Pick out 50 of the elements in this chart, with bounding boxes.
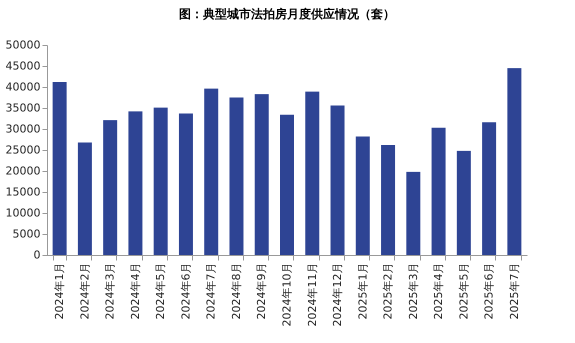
x-tick-label: 2024年4月 (128, 262, 142, 320)
y-tick-label: 35000 (6, 102, 40, 114)
chart-title: 图：典型城市法拍房月度供应情况（套） (179, 7, 395, 21)
x-tick-label: 2024年9月 (255, 262, 268, 320)
bar (178, 113, 193, 255)
x-tick-label: 2024年7月 (204, 262, 218, 320)
bar (204, 88, 218, 255)
x-tick-label: 2025年3月 (406, 262, 420, 320)
bar (305, 92, 320, 255)
x-tick-label: 2024年3月 (104, 262, 117, 320)
y-tick-label: 40000 (6, 80, 40, 94)
y-tick-label: 5000 (12, 228, 40, 240)
bar (128, 111, 142, 255)
x-tick-label: 2025年1月 (356, 262, 370, 320)
x-tick-label: 2025年7月 (508, 262, 521, 320)
y-tick-label: 50000 (6, 38, 40, 52)
y-tick-label: 45000 (6, 60, 40, 72)
x-tick-label: 2024年12月 (331, 262, 344, 326)
x-tick-label: 2024年1月 (53, 262, 66, 320)
y-tick-label: 30000 (6, 122, 40, 136)
bar (103, 120, 118, 255)
bar (154, 108, 168, 255)
y-tick-label: 25000 (6, 144, 40, 156)
y-tick-label: 15000 (6, 186, 40, 198)
x-tick-label: 2024年8月 (230, 262, 243, 320)
x-tick-label: 2024年2月 (78, 262, 92, 320)
bar (456, 150, 471, 255)
x-tick-label: 2024年11月 (306, 262, 319, 326)
bar (507, 68, 522, 255)
bar (229, 98, 244, 255)
y-tick-label: 0 (34, 248, 40, 262)
bar (356, 136, 370, 255)
bar (280, 114, 294, 255)
x-tick-label: 2024年5月 (154, 262, 168, 320)
x-tick-label: 2024年10月 (280, 262, 294, 326)
bar (78, 142, 92, 255)
bar (432, 128, 446, 255)
bar (330, 105, 345, 255)
bar (381, 144, 396, 255)
x-tick-label: 2025年6月 (482, 262, 496, 320)
y-tick-label: 10000 (6, 206, 40, 220)
bar (406, 172, 420, 255)
bar (482, 122, 496, 255)
bar (52, 82, 67, 255)
bar (254, 94, 269, 255)
x-tick-label: 2025年4月 (432, 262, 446, 320)
x-tick-label: 2024年6月 (179, 262, 192, 320)
x-tick-label: 2025年5月 (457, 262, 470, 320)
x-tick-label: 2025年2月 (382, 262, 395, 320)
y-tick-label: 20000 (6, 164, 40, 178)
